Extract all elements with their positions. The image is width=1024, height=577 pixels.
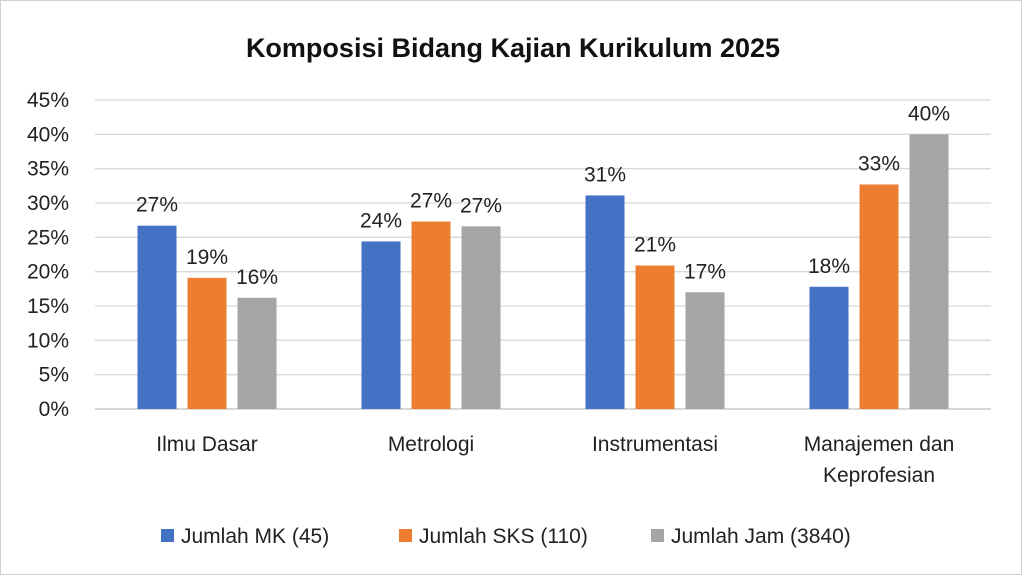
data-label: 31% (584, 163, 626, 186)
data-label: 18% (808, 255, 850, 278)
bar (859, 184, 899, 409)
y-tick-label: 45% (27, 89, 69, 112)
y-tick-label: 35% (27, 158, 69, 181)
category-label: Manajemen dan (804, 433, 955, 456)
data-label: 33% (858, 152, 900, 175)
y-axis-ticks: 0% 5% 10% 15% 20% 25% 30% 35% 40% 45% (27, 89, 69, 421)
category-label: Keprofesian (823, 464, 935, 487)
bar (685, 292, 725, 409)
y-tick-label: 40% (27, 123, 69, 146)
legend-swatch (161, 529, 174, 542)
bar (461, 226, 501, 409)
data-label: 24% (360, 209, 402, 232)
data-label: 17% (684, 260, 726, 283)
legend-label: Jumlah Jam (3840) (671, 525, 851, 548)
bar (635, 265, 675, 409)
y-tick-label: 25% (27, 226, 69, 249)
data-labels: 27% 24% 31% 18% 19% 27% 21% 33% 16% 27% 17% 40% (136, 102, 950, 288)
bar (237, 297, 277, 409)
legend-swatch (651, 529, 664, 542)
data-label: 27% (460, 194, 502, 217)
y-tick-label: 10% (27, 329, 69, 352)
legend-swatch (399, 529, 412, 542)
bar (809, 286, 849, 409)
data-label: 19% (186, 246, 228, 269)
bar (361, 241, 401, 409)
data-label: 40% (908, 102, 950, 125)
y-tick-label: 0% (39, 398, 69, 421)
bar (909, 134, 949, 410)
category-label: Ilmu Dasar (156, 433, 258, 456)
data-label: 16% (236, 266, 278, 289)
category-label: Instrumentasi (592, 433, 718, 456)
data-label: 27% (410, 190, 452, 213)
bar (137, 225, 177, 409)
bar (187, 277, 227, 409)
data-label: 21% (634, 233, 676, 256)
chart-title: Komposisi Bidang Kajian Kurikulum 2025 (246, 33, 780, 63)
gridlines (95, 99, 991, 410)
category-label: Metrologi (388, 433, 474, 456)
y-tick-label: 20% (27, 261, 69, 284)
bar (585, 195, 625, 409)
y-tick-label: 15% (27, 295, 69, 318)
legend-label: Jumlah SKS (110) (419, 525, 588, 548)
bars (137, 134, 949, 410)
data-label: 27% (136, 194, 178, 217)
bar (411, 221, 451, 409)
y-tick-label: 5% (39, 364, 69, 387)
x-axis-categories: Ilmu Dasar Metrologi Instrumentasi Manajeme… (156, 433, 954, 487)
y-tick-label: 30% (27, 192, 69, 215)
legend: Jumlah MK (45) Jumlah SKS (110) Jumlah Jam… (161, 525, 851, 548)
legend-label: Jumlah MK (45) (181, 525, 329, 548)
